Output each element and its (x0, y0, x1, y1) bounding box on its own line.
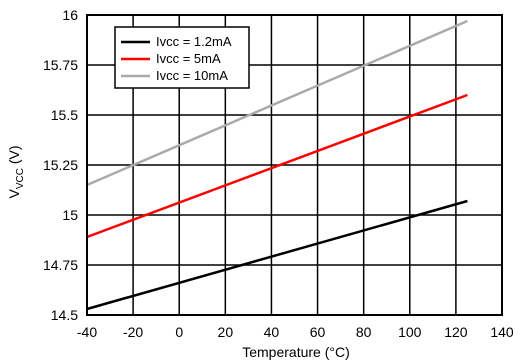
x-tick-label: 140 (490, 324, 514, 340)
x-tick-label: 80 (356, 324, 372, 340)
y-axis-title-main: V (6, 189, 22, 199)
x-tick-label: -20 (123, 324, 143, 340)
x-tick-label: 100 (398, 324, 422, 340)
y-axis-title: VVCC (V) (6, 145, 26, 198)
legend: Ivcc = 1.2mA Ivcc = 5mA Ivcc = 10mA (114, 26, 250, 89)
x-axis-title: Temperature (°C) (242, 344, 350, 360)
y-tick-label: 15 (62, 207, 78, 223)
y-tick-label: 14.75 (43, 257, 78, 273)
x-tick-labels: -40 -20 0 20 40 60 80 100 120 140 (77, 324, 514, 340)
legend-label-3: Ivcc = 10mA (156, 68, 228, 83)
legend-label-2: Ivcc = 5mA (156, 51, 221, 66)
legend-label-1: Ivcc = 1.2mA (156, 34, 232, 49)
legend-box (114, 26, 250, 89)
x-tick-label: -40 (77, 324, 97, 340)
x-tick-label: 120 (444, 324, 468, 340)
series-lines (86, 19, 468, 311)
series-line-2 (86, 93, 468, 239)
series-line-3 (86, 19, 468, 187)
x-tick-label: 0 (175, 324, 183, 340)
x-tick-label: 20 (218, 324, 234, 340)
y-axis-title-unit: (V) (6, 145, 22, 168)
y-axis-title-subscript: VCC (15, 168, 26, 189)
y-tick-label: 15.25 (43, 157, 78, 173)
y-tick-labels: 14.5 14.75 15 15.25 15.5 15.75 16 (43, 7, 78, 323)
y-tick-label: 15.5 (51, 107, 78, 123)
y-tick-label: 15.75 (43, 57, 78, 73)
x-tick-label: 40 (264, 324, 280, 340)
series-line-1 (86, 199, 468, 311)
y-tick-label: 16 (62, 7, 78, 23)
plot-frame (86, 14, 503, 316)
y-tick-label: 14.5 (51, 307, 78, 323)
x-tick-label: 60 (310, 324, 326, 340)
